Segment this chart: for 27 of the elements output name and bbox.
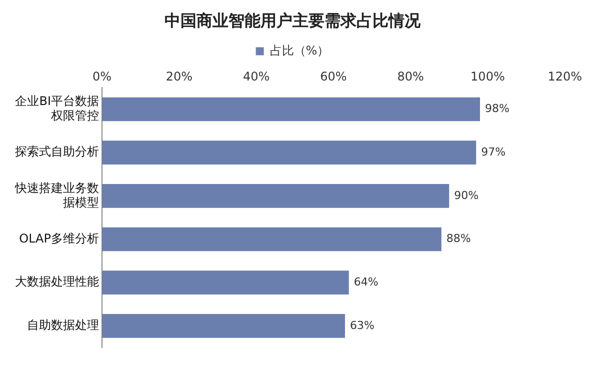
bar xyxy=(102,227,442,252)
bar xyxy=(102,140,476,165)
y-tick-label: 大数据处理性能 xyxy=(15,274,99,289)
chart-title: 中国商业智能用户主要需求占比情况 xyxy=(164,10,422,30)
bar xyxy=(102,97,480,122)
data-label: 98% xyxy=(484,102,510,116)
bar xyxy=(102,270,349,295)
x-tick-label: 40% xyxy=(242,70,270,84)
data-label: 97% xyxy=(481,145,506,158)
bar xyxy=(102,314,345,338)
data-label: 64% xyxy=(354,275,378,288)
x-tick-label: 0% xyxy=(92,70,112,84)
y-tick-label: 快速搭建业务数据模型 xyxy=(14,180,99,210)
x-tick-label: 20% xyxy=(166,70,192,84)
data-label: 90% xyxy=(454,188,479,202)
x-tick-label: 120% xyxy=(548,70,582,84)
data-label: 88% xyxy=(446,232,471,246)
x-tick-label: 60% xyxy=(320,70,347,84)
y-tick-label: OLAP多维分析 xyxy=(19,231,99,246)
y-tick-label: 自助数据处理 xyxy=(27,318,99,332)
y-tick-label: 探索式自助分析 xyxy=(15,144,99,159)
x-tick-label: 100% xyxy=(470,70,505,84)
y-tick-label: 企业BI平台数据权限管控 xyxy=(15,94,99,123)
bar xyxy=(102,184,450,208)
legend-label: 占比（%） xyxy=(270,43,330,58)
data-label: 63% xyxy=(350,318,374,332)
x-tick-label: 80% xyxy=(397,70,424,84)
